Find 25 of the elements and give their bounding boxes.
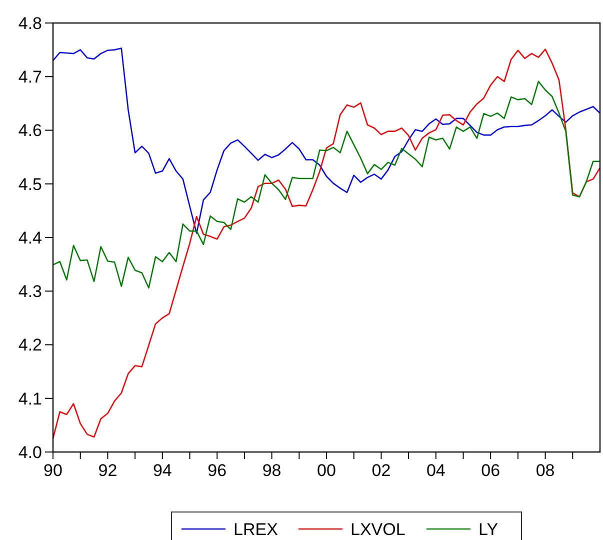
x-tick-label: 08 bbox=[536, 461, 555, 480]
x-tick-label: 96 bbox=[208, 461, 227, 480]
y-tick-label: 4.3 bbox=[18, 282, 42, 302]
line-series bbox=[52, 80, 601, 289]
y-tick-label: 4.6 bbox=[18, 121, 42, 140]
x-tick-label: 94 bbox=[152, 461, 172, 480]
x-tick-label: 02 bbox=[372, 461, 391, 480]
line-series bbox=[52, 48, 601, 234]
legend-label: LY bbox=[478, 520, 498, 539]
x-tick-label: 06 bbox=[481, 461, 500, 480]
x-tick-label: 92 bbox=[98, 461, 118, 480]
x-tick-label: 98 bbox=[262, 461, 282, 480]
x-tick-label: 04 bbox=[426, 461, 446, 480]
y-tick-label: 4.1 bbox=[18, 389, 42, 408]
y-tick-label: 4.0 bbox=[18, 442, 42, 462]
y-tick-label: 4.2 bbox=[18, 336, 42, 355]
legend-label: LREX bbox=[234, 520, 278, 539]
x-tick-label: 90 bbox=[44, 461, 62, 480]
y-tick-label: 4.5 bbox=[18, 174, 42, 194]
legend-label: LXVOL bbox=[350, 520, 406, 539]
y-tick-label: 4.7 bbox=[18, 68, 42, 87]
y-tick-label: 4.8 bbox=[18, 14, 42, 33]
line-series bbox=[52, 48, 601, 440]
x-tick-label: 00 bbox=[317, 461, 336, 480]
y-tick-label: 4.4 bbox=[18, 228, 42, 248]
